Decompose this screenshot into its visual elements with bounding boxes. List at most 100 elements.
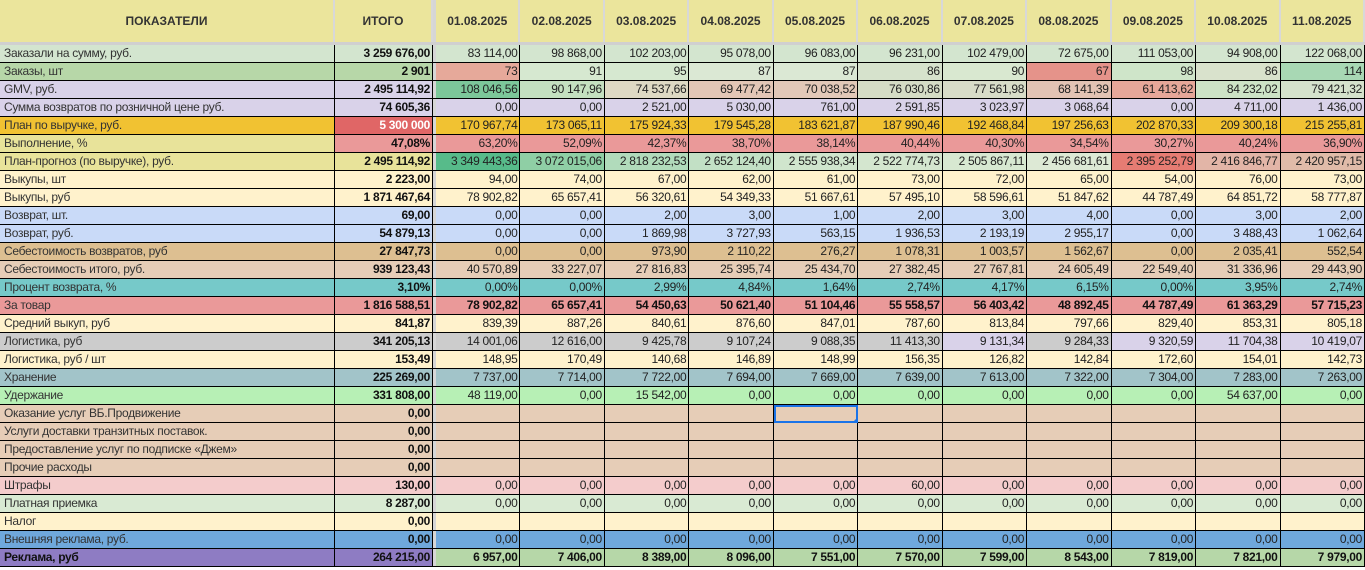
data-cell[interactable]: 0,00: [942, 495, 1028, 513]
row-label[interactable]: Услуги доставки транзитных поставок.: [0, 423, 335, 441]
row-total[interactable]: 841,87: [335, 315, 433, 333]
data-cell[interactable]: 54 450,63: [604, 297, 690, 315]
data-cell[interactable]: 62,00: [689, 171, 774, 189]
data-cell[interactable]: 33 227,07: [520, 261, 605, 279]
data-cell[interactable]: 58 777,87: [1280, 189, 1365, 207]
data-cell[interactable]: 2 818 232,53: [604, 153, 690, 171]
data-cell[interactable]: 0,00: [520, 243, 605, 261]
data-cell[interactable]: 0,00: [604, 477, 690, 495]
data-cell[interactable]: 2 420 957,15: [1280, 153, 1365, 171]
row-label[interactable]: Прочие расходы: [0, 459, 335, 477]
data-cell[interactable]: 56 403,42: [942, 297, 1028, 315]
data-cell[interactable]: 40,24%: [1196, 135, 1281, 153]
header-date[interactable]: 02.08.2025: [520, 0, 605, 42]
data-cell[interactable]: 1 936,53: [858, 225, 943, 243]
data-cell[interactable]: 7 722,00: [604, 369, 690, 387]
data-cell[interactable]: [604, 423, 690, 441]
data-cell[interactable]: 563,15: [773, 225, 859, 243]
row-total[interactable]: 264 215,00: [335, 549, 433, 567]
data-cell[interactable]: 276,27: [773, 243, 859, 261]
row-label[interactable]: Хранение: [0, 369, 335, 387]
data-cell[interactable]: 76 030,86: [858, 81, 943, 99]
data-cell[interactable]: [942, 513, 1028, 531]
data-cell[interactable]: 126,82: [942, 351, 1028, 369]
data-cell[interactable]: 111 053,00: [1111, 45, 1197, 63]
data-cell[interactable]: 805,18: [1280, 315, 1365, 333]
data-cell[interactable]: 0,00: [604, 531, 690, 549]
data-cell[interactable]: 7 263,00: [1280, 369, 1365, 387]
data-cell[interactable]: 853,31: [1196, 315, 1281, 333]
data-cell[interactable]: 64 851,72: [1196, 189, 1281, 207]
data-cell[interactable]: 2 395 252,79: [1111, 153, 1197, 171]
row-total[interactable]: 130,00: [335, 477, 433, 495]
data-cell[interactable]: 25 395,74: [689, 261, 774, 279]
data-cell[interactable]: [773, 459, 859, 477]
data-cell[interactable]: 3 349 443,36: [436, 153, 521, 171]
data-cell[interactable]: [858, 441, 943, 459]
data-cell[interactable]: 3,00: [1196, 207, 1281, 225]
data-cell[interactable]: 0,00: [1111, 243, 1197, 261]
data-cell[interactable]: 0,00: [858, 387, 943, 405]
data-cell[interactable]: 76,00: [1196, 171, 1281, 189]
data-cell[interactable]: 70 038,52: [773, 81, 859, 99]
selected-cell[interactable]: [773, 405, 859, 423]
data-cell[interactable]: 2 591,85: [858, 99, 943, 117]
row-total[interactable]: 0,00: [335, 405, 433, 423]
data-cell[interactable]: 0,00: [436, 495, 521, 513]
data-cell[interactable]: 55 558,57: [858, 297, 943, 315]
data-cell[interactable]: 0,00%: [520, 279, 605, 297]
data-cell[interactable]: 2 955,17: [1027, 225, 1112, 243]
data-cell[interactable]: 108 046,56: [436, 81, 521, 99]
data-cell[interactable]: [858, 459, 943, 477]
row-total[interactable]: 74 605,36: [335, 99, 433, 117]
data-cell[interactable]: [1280, 405, 1365, 423]
data-cell[interactable]: 9 088,35: [773, 333, 859, 351]
data-cell[interactable]: 183 621,87: [773, 117, 859, 135]
data-cell[interactable]: [1196, 405, 1281, 423]
data-cell[interactable]: 0,00: [436, 225, 521, 243]
data-cell[interactable]: 0,00: [436, 99, 521, 117]
data-cell[interactable]: 0,00: [520, 495, 605, 513]
data-cell[interactable]: [942, 423, 1028, 441]
data-cell[interactable]: 73,00: [858, 171, 943, 189]
data-cell[interactable]: 7 406,00: [520, 549, 605, 567]
row-label[interactable]: План по выручке, руб.: [0, 117, 335, 135]
row-total[interactable]: 939 123,43: [335, 261, 433, 279]
data-cell[interactable]: 27 382,45: [858, 261, 943, 279]
data-cell[interactable]: 0,00: [689, 387, 774, 405]
row-label[interactable]: Платная приемка: [0, 495, 335, 513]
data-cell[interactable]: 74,00: [520, 171, 605, 189]
data-cell[interactable]: 7 599,00: [942, 549, 1028, 567]
data-cell[interactable]: 63,20%: [436, 135, 521, 153]
data-cell[interactable]: [1280, 441, 1365, 459]
data-cell[interactable]: 0,00: [520, 477, 605, 495]
data-cell[interactable]: 11 413,30: [858, 333, 943, 351]
data-cell[interactable]: [689, 513, 774, 531]
data-cell[interactable]: 0,00: [1196, 531, 1281, 549]
data-cell[interactable]: 1 562,67: [1027, 243, 1112, 261]
data-cell[interactable]: 61 413,62: [1111, 81, 1197, 99]
data-cell[interactable]: 829,40: [1111, 315, 1197, 333]
data-cell[interactable]: 140,68: [604, 351, 690, 369]
data-cell[interactable]: 2,00: [858, 207, 943, 225]
data-cell[interactable]: 78 902,82: [436, 297, 521, 315]
row-label[interactable]: Заказали на сумму, руб.: [0, 45, 335, 63]
header-total[interactable]: ИТОГО: [335, 0, 433, 42]
data-cell[interactable]: 0,00: [689, 495, 774, 513]
row-total[interactable]: 2 495 114,92: [335, 81, 433, 99]
row-total[interactable]: 2 901: [335, 63, 433, 81]
data-cell[interactable]: 22 549,40: [1111, 261, 1197, 279]
row-total[interactable]: 0,00: [335, 423, 433, 441]
data-cell[interactable]: 813,84: [942, 315, 1028, 333]
data-cell[interactable]: 187 990,46: [858, 117, 943, 135]
data-cell[interactable]: 0,00: [520, 225, 605, 243]
data-cell[interactable]: 48 119,00: [436, 387, 521, 405]
data-cell[interactable]: 797,66: [1027, 315, 1112, 333]
data-cell[interactable]: 197 256,63: [1027, 117, 1112, 135]
data-cell[interactable]: 0,00: [1111, 531, 1197, 549]
data-cell[interactable]: 0,00: [1027, 387, 1112, 405]
data-cell[interactable]: 0,00: [1196, 477, 1281, 495]
header-date[interactable]: 04.08.2025: [689, 0, 774, 42]
data-cell[interactable]: [858, 513, 943, 531]
header-indicators[interactable]: ПОКАЗАТЕЛИ: [0, 0, 335, 42]
